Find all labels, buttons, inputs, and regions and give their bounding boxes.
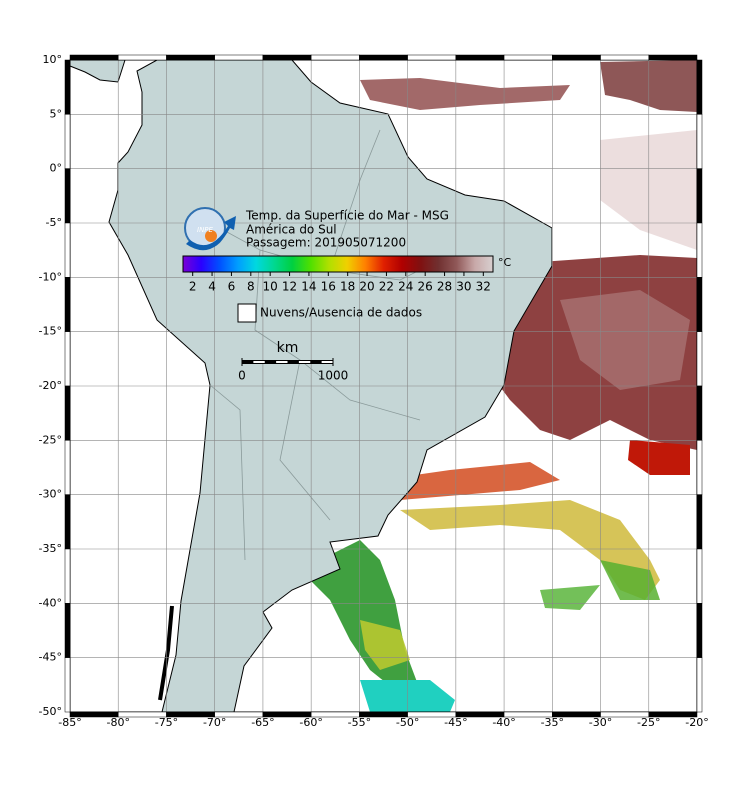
- lat-label: -40°: [39, 596, 62, 609]
- frame-segment: [117, 54, 167, 61]
- lon-label: -20°: [685, 716, 708, 729]
- frame-segment: [310, 54, 360, 61]
- colorbar-label: 30: [456, 280, 471, 294]
- colorbar-label: 2: [189, 280, 197, 294]
- frame-segment: [696, 168, 703, 224]
- scale-bar-segment: [298, 361, 311, 363]
- lat-label: -10°: [39, 270, 62, 283]
- colorbar-label: 22: [379, 280, 394, 294]
- logo-text: INPE: [197, 226, 214, 234]
- colorbar-label: 14: [301, 280, 316, 294]
- frame-segment: [696, 222, 703, 278]
- lat-label: -50°: [39, 705, 62, 718]
- frame-segment: [69, 54, 119, 61]
- nodata-swatch: [237, 303, 257, 323]
- scale-bar-segment: [276, 361, 288, 363]
- lon-label: -85°: [58, 716, 81, 729]
- frame-segment: [696, 331, 703, 387]
- colorbar-unit: °C: [498, 256, 512, 269]
- lat-label: -15°: [39, 325, 62, 338]
- frame-segment: [407, 54, 457, 61]
- colorbar-label: 12: [282, 280, 297, 294]
- lon-label: -70°: [203, 716, 226, 729]
- colorbar-label: 26: [418, 280, 433, 294]
- frame-segment: [648, 54, 698, 61]
- region: América do Sul: [246, 223, 337, 237]
- frame-segment: [64, 385, 71, 441]
- colorbar-label: 32: [476, 280, 491, 294]
- lat-label: -25°: [39, 433, 62, 446]
- lon-label: -25°: [637, 716, 660, 729]
- frame-segment: [552, 54, 601, 61]
- colorbar-label: 10: [263, 280, 278, 294]
- lon-label: -60°: [299, 716, 322, 729]
- frame-segment: [166, 54, 215, 61]
- logo: INPE: [184, 207, 236, 251]
- frame-segment: [64, 603, 71, 658]
- frame-segment: [359, 54, 408, 61]
- scale-bar-segment: [321, 361, 333, 363]
- lat-label: -45°: [39, 651, 62, 664]
- frame-segment: [64, 440, 71, 495]
- frame-segment: [503, 54, 553, 61]
- lat-label: -20°: [39, 379, 62, 392]
- frame-segment: [214, 54, 264, 61]
- frame-segment: [696, 385, 703, 441]
- scale-bar-segment: [253, 361, 265, 363]
- frame-segment: [600, 54, 650, 61]
- lat-label: 0°: [50, 162, 63, 175]
- frame-segment: [696, 603, 703, 658]
- frame-segment: [648, 711, 698, 718]
- frame-segment: [262, 54, 312, 61]
- frame-segment: [696, 440, 703, 495]
- colorbar-label: 28: [437, 280, 452, 294]
- lat-label: 10°: [43, 53, 63, 66]
- frame-segment: [64, 331, 71, 387]
- sst-data: [310, 60, 697, 712]
- title: Temp. da Superfície do Mar - MSG: [245, 209, 449, 223]
- lon-label: -50°: [396, 716, 419, 729]
- lon-label: -80°: [106, 716, 129, 729]
- scale-label: 0: [238, 369, 246, 383]
- frame-segment: [64, 222, 71, 278]
- lon-label: -45°: [444, 716, 467, 729]
- lon-label: -35°: [541, 716, 564, 729]
- lon-label: -40°: [492, 716, 515, 729]
- colorbar-label: 18: [340, 280, 355, 294]
- frame-segment: [64, 494, 71, 550]
- scale-label: 1000: [318, 369, 349, 383]
- colorbar-label: 6: [228, 280, 236, 294]
- frame-segment: [696, 277, 703, 332]
- frame-segment: [64, 657, 71, 713]
- colorbar-label: 16: [321, 280, 336, 294]
- lat-label: 5°: [50, 107, 63, 120]
- frame-segment: [696, 494, 703, 550]
- frame-segment: [64, 168, 71, 224]
- colorbar-label: 24: [398, 280, 413, 294]
- nodata-label: Nuvens/Ausencia de dados: [260, 306, 422, 320]
- frame-segment: [64, 548, 71, 604]
- frame-segment: [696, 114, 703, 169]
- lon-label: -30°: [589, 716, 612, 729]
- lon-label: -75°: [155, 716, 178, 729]
- frame-segment: [64, 59, 71, 115]
- lon-label: -65°: [251, 716, 274, 729]
- colorbar: [182, 255, 494, 273]
- frame-segment: [696, 548, 703, 604]
- frame-segment: [455, 54, 505, 61]
- lat-label: -35°: [39, 542, 62, 555]
- pass-time: Passagem: 201905071200: [246, 236, 406, 250]
- frame-segment: [696, 59, 703, 115]
- colorbar-label: 8: [247, 280, 255, 294]
- frame-segment: [64, 277, 71, 332]
- frame-segment: [696, 657, 703, 713]
- lat-label: -5°: [46, 216, 62, 229]
- frame-segment: [64, 114, 71, 169]
- lon-label: -55°: [348, 716, 371, 729]
- colorbar-label: 20: [359, 280, 374, 294]
- colorbar-label: 4: [208, 280, 216, 294]
- scale-unit: km: [277, 340, 299, 356]
- lat-label: -30°: [39, 488, 62, 501]
